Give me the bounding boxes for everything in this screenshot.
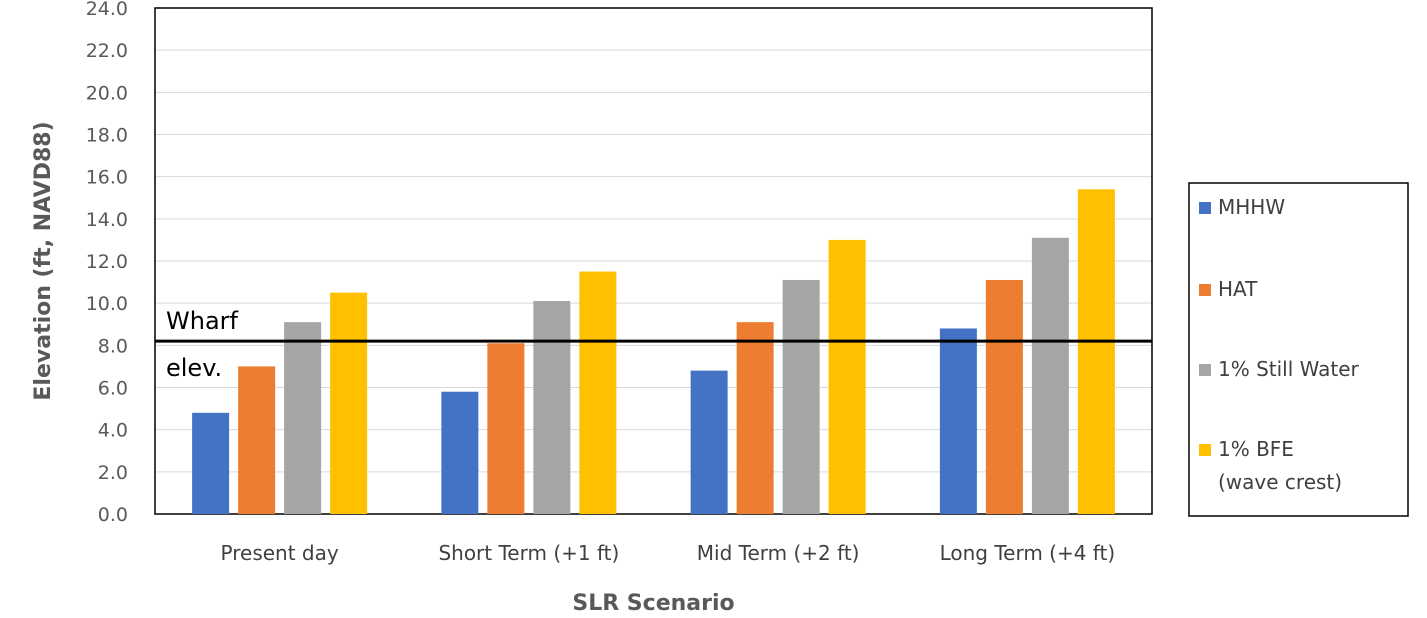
bar: [985, 279, 1023, 514]
y-tick-label: 12.0: [86, 251, 128, 273]
bar: [736, 322, 774, 514]
bar: [441, 391, 479, 514]
legend: MHHW HAT 1% Still Water 1% BFE (wave crest): [1188, 182, 1409, 517]
bar: [487, 343, 525, 514]
bar: [284, 322, 322, 514]
y-tick-label: 14.0: [86, 209, 128, 231]
legend-label: HAT: [1218, 277, 1258, 301]
x-category-label: Mid Term (+2 ft): [697, 541, 860, 565]
elev-label: elev.: [166, 354, 222, 382]
y-tick-label: 8.0: [98, 335, 128, 357]
bar: [782, 279, 820, 514]
legend-swatch: [1199, 364, 1211, 376]
bar: [1031, 237, 1069, 514]
bar: [192, 412, 230, 514]
plot-area-frame: [154, 7, 1153, 515]
y-tick-labels: 0.0 2.0 4.0 6.0 8.0 10.0 12.0 14.0 16.0 18.0 20.0 2…: [86, 0, 128, 526]
y-tick-label: 4.0: [98, 420, 128, 442]
y-tick-label: 18.0: [86, 125, 128, 147]
x-category-label: Short Term (+1 ft): [438, 541, 619, 565]
legend-label: 1% BFE: [1218, 437, 1294, 461]
y-tick-label: 20.0: [86, 82, 128, 104]
x-category-label: Present day: [221, 541, 339, 565]
y-tick-label: 6.0: [98, 378, 128, 400]
legend-label: (wave crest): [1218, 470, 1342, 494]
y-tick-label: 22.0: [86, 40, 128, 62]
x-category-label: Long Term (+4 ft): [940, 541, 1116, 565]
y-tick-label: 2.0: [98, 462, 128, 484]
legend-label: 1% Still Water: [1218, 357, 1360, 381]
bar: [533, 301, 571, 514]
y-axis-title: Elevation (ft, NAVD88): [31, 121, 56, 400]
wharf-label: Wharf: [166, 307, 239, 335]
bar: [690, 370, 728, 514]
bar: [579, 271, 617, 514]
legend-swatch: [1199, 284, 1211, 296]
bars: [192, 189, 1115, 515]
y-tick-label: 0.0: [98, 504, 128, 526]
y-tick-label: 10.0: [86, 293, 128, 315]
bar: [939, 328, 977, 514]
legend-swatch: [1199, 202, 1211, 214]
y-tick-label: 24.0: [86, 0, 128, 20]
legend-box: [1188, 182, 1409, 517]
y-tick-label: 16.0: [86, 167, 128, 189]
x-category-labels: Present day Short Term (+1 ft) Mid Term (+…: [221, 541, 1116, 565]
bar: [238, 366, 276, 514]
bar: [828, 239, 866, 514]
legend-swatch: [1199, 444, 1211, 456]
gridlines: [155, 49, 1152, 473]
x-axis-title: SLR Scenario: [572, 591, 734, 616]
bar: [330, 292, 368, 514]
legend-label: MHHW: [1218, 195, 1285, 219]
bar: [1077, 189, 1115, 515]
